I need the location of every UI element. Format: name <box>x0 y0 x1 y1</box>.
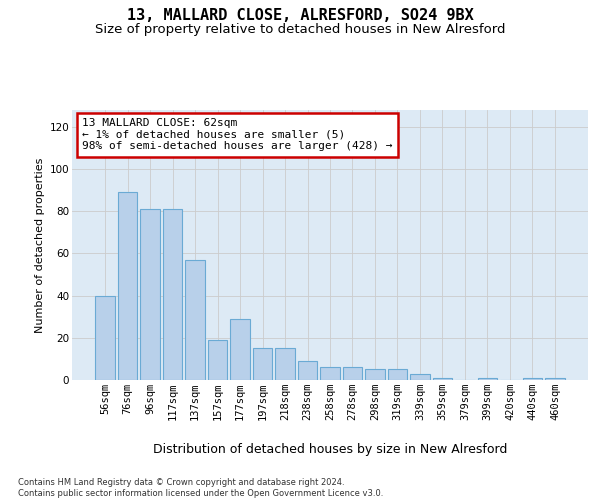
Text: Size of property relative to detached houses in New Alresford: Size of property relative to detached ho… <box>95 22 505 36</box>
Y-axis label: Number of detached properties: Number of detached properties <box>35 158 46 332</box>
Bar <box>478 378 497 380</box>
Text: Distribution of detached houses by size in New Alresford: Distribution of detached houses by size … <box>153 442 507 456</box>
Bar <box>410 374 430 380</box>
Text: Contains HM Land Registry data © Crown copyright and database right 2024.
Contai: Contains HM Land Registry data © Crown c… <box>18 478 383 498</box>
Bar <box>388 370 407 380</box>
Bar <box>523 378 542 380</box>
Bar <box>298 361 317 380</box>
Bar <box>118 192 137 380</box>
Bar <box>185 260 205 380</box>
Bar <box>343 368 362 380</box>
Text: 13 MALLARD CLOSE: 62sqm
← 1% of detached houses are smaller (5)
98% of semi-deta: 13 MALLARD CLOSE: 62sqm ← 1% of detached… <box>82 118 393 152</box>
Bar <box>320 368 340 380</box>
Text: 13, MALLARD CLOSE, ALRESFORD, SO24 9BX: 13, MALLARD CLOSE, ALRESFORD, SO24 9BX <box>127 8 473 22</box>
Bar <box>140 209 160 380</box>
Bar <box>365 370 385 380</box>
Bar <box>275 348 295 380</box>
Bar <box>95 296 115 380</box>
Bar <box>253 348 272 380</box>
Bar <box>208 340 227 380</box>
Bar <box>545 378 565 380</box>
Bar <box>230 319 250 380</box>
Bar <box>163 209 182 380</box>
Bar <box>433 378 452 380</box>
